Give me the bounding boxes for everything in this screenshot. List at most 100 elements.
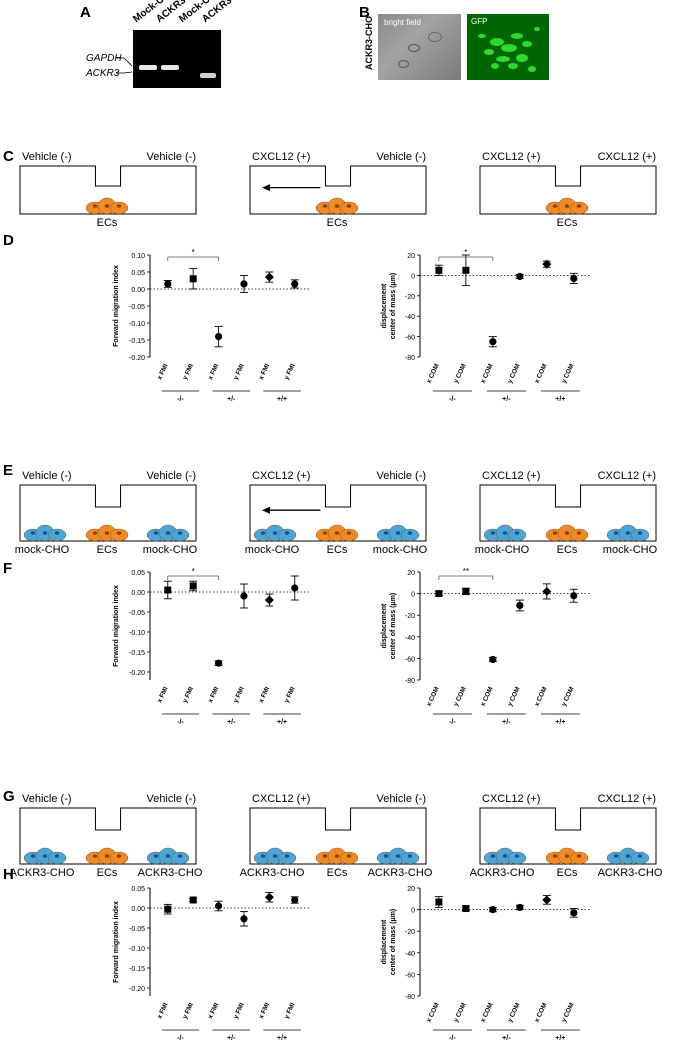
ec-cells — [85, 197, 129, 215]
data-point — [570, 909, 578, 917]
cell-nucleus — [30, 531, 36, 535]
well-outline — [479, 165, 657, 215]
side-cell-label-right: ACKR3-CHO — [368, 867, 433, 879]
data-point — [264, 595, 274, 605]
cell-nucleus — [395, 854, 401, 858]
cell-shape — [408, 44, 420, 52]
scheme-E-box-1: Vehicle (-) Vehicle (-) ECs mock-CHO mock-CH… — [15, 470, 198, 556]
cell-nucleus — [564, 204, 570, 208]
data-point — [164, 280, 172, 288]
cell-shape — [339, 528, 359, 542]
data-point — [462, 905, 470, 913]
cell-shape — [630, 851, 650, 865]
cell-nucleus — [322, 854, 328, 858]
cell-nucleus — [490, 854, 496, 858]
cell-nucleus — [407, 531, 413, 535]
y-axis-label: center of mass (μm) — [390, 593, 397, 660]
y-tick-label: 0.05 — [131, 270, 145, 277]
group-label: +/- — [502, 396, 511, 403]
gene-label-ackr3: ACKR3 — [86, 68, 120, 79]
panel-label-a: A — [80, 4, 91, 21]
y-tick-label: -0.20 — [129, 355, 145, 362]
sig-star: * — [192, 567, 195, 576]
y-tick-label: -20 — [405, 929, 415, 936]
y-tick-label: -60 — [405, 656, 415, 663]
y-axis-label: center of mass (μm) — [390, 909, 397, 976]
data-point — [489, 906, 497, 914]
cell-nucleus — [334, 854, 340, 858]
left-condition-label: CXCL12 (+) — [482, 470, 540, 482]
x-tick-label: x COM — [534, 686, 549, 708]
cell-nucleus — [92, 204, 98, 208]
cell-nucleus — [576, 204, 582, 208]
cell-nucleus — [625, 854, 631, 858]
x-tick-label: y COM — [453, 686, 468, 708]
cell-nucleus — [177, 531, 183, 535]
y-tick-label: -60 — [405, 335, 415, 342]
group-label: -/- — [177, 1035, 184, 1042]
group-label: +/- — [502, 1035, 511, 1042]
group-label: -/- — [449, 719, 456, 726]
left-condition-label: Vehicle (-) — [22, 470, 72, 482]
center-cell-label: ECs — [327, 217, 348, 229]
group-label: +/+ — [277, 1035, 287, 1042]
center-cell-label: ECs — [97, 544, 118, 556]
right-condition-label: Vehicle (-) — [376, 793, 426, 805]
cell-nucleus — [552, 204, 558, 208]
cell-nucleus — [104, 531, 110, 535]
cell-nucleus — [395, 531, 401, 535]
data-point — [240, 592, 248, 600]
y-tick-label: 0 — [411, 908, 415, 915]
sig-star: ** — [463, 567, 469, 576]
gel-band — [200, 73, 216, 78]
chart-D-right: 20 0 -20 -40 -60 -80 displacement center of mas… — [381, 248, 590, 403]
cell-nucleus — [153, 531, 159, 535]
cell-nucleus — [514, 854, 520, 858]
cell-nucleus — [54, 854, 60, 858]
center-cell-label: ECs — [557, 217, 578, 229]
y-tick-label: -80 — [405, 355, 415, 362]
cell-nucleus — [576, 531, 582, 535]
cell-shape — [569, 851, 589, 865]
cell-nucleus — [613, 531, 619, 535]
center-cell-label: ECs — [557, 544, 578, 556]
data-point — [435, 266, 443, 274]
cell-shape — [277, 851, 297, 865]
well-outline — [249, 165, 427, 215]
cell-nucleus — [322, 204, 328, 208]
group-label: +/- — [502, 719, 511, 726]
y-tick-label: -0.15 — [129, 650, 145, 657]
data-point — [516, 272, 524, 281]
data-point — [189, 896, 197, 904]
data-point — [291, 896, 299, 904]
cell-nucleus — [564, 531, 570, 535]
panel-label-f: F — [3, 560, 13, 577]
x-tick-label: x FMI — [207, 686, 220, 704]
x-tick-label: y FMI — [182, 686, 195, 704]
data-point — [291, 584, 299, 592]
cell-shape — [109, 528, 129, 542]
y-tick-label: 0.10 — [131, 253, 145, 260]
cell-shape — [47, 851, 67, 865]
side-cell-label-left: mock-CHO — [245, 544, 300, 556]
x-tick-label: y COM — [507, 686, 522, 708]
x-tick-label: x FMI — [258, 686, 271, 704]
y-tick-label: -0.10 — [129, 946, 145, 953]
right-condition-label: Vehicle (-) — [146, 151, 196, 163]
data-point — [462, 266, 470, 274]
cell-nucleus — [165, 531, 171, 535]
scheme-C-box-1: Vehicle (-) Vehicle (-) ECs — [19, 151, 197, 229]
scheme-G-box-2: CXCL12 (+) Vehicle (-) ECs ACKR3-CHO ACKR3-C… — [240, 793, 433, 879]
data-point — [435, 898, 443, 906]
scheme-E-box-3: CXCL12 (+) CXCL12 (+) ECs mock-CHO mock-CHO — [475, 470, 658, 556]
cell-nucleus — [42, 854, 48, 858]
y-tick-label: -0.10 — [129, 630, 145, 637]
y-tick-label: -80 — [405, 994, 415, 1001]
gel-band — [161, 65, 179, 70]
cell-shape — [428, 32, 442, 42]
data-point — [570, 592, 578, 600]
y-tick-label: 0.00 — [131, 590, 145, 597]
y-tick-label: -0.15 — [129, 966, 145, 973]
ec-cells — [315, 197, 359, 215]
chart-H-right: 20 0 -20 -40 -60 -80 displacement center of mas… — [381, 886, 590, 1042]
